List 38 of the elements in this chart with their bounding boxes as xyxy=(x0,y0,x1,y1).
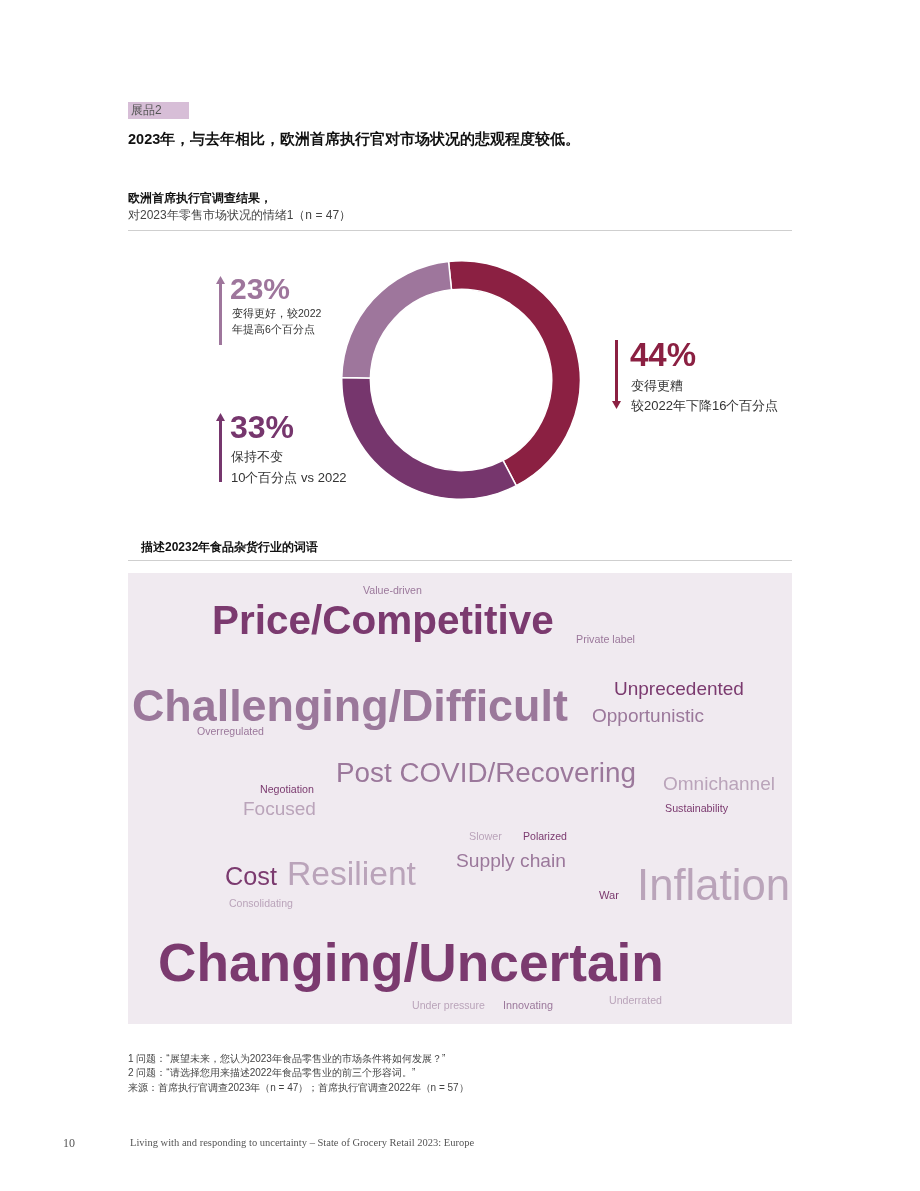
text: Underrated xyxy=(609,994,662,1007)
text: 展品2 xyxy=(128,102,189,119)
text: Inflation xyxy=(637,860,790,910)
text: Supply chain xyxy=(456,849,566,871)
text: Cost xyxy=(225,861,277,890)
text: 10 xyxy=(63,1136,75,1151)
text: Under pressure xyxy=(412,999,485,1012)
text: 2023年，与去年相比，欧洲首席执行官对市场状况的悲观程度较低。 xyxy=(128,130,581,149)
source-note: 来源：首席执行官调查2023年（n = 47）；首席执行官调查2022年（n = 57） xyxy=(128,1081,469,1095)
slice-label: 变得更糟较2022年下降16个百分点 xyxy=(631,377,779,415)
chart-title: 欧洲首席执行官调查结果， xyxy=(128,190,272,207)
data-label: 44% xyxy=(630,336,697,373)
text: Negotiation xyxy=(260,782,314,795)
text: Value-driven xyxy=(363,583,422,596)
text: Innovating xyxy=(503,998,553,1011)
text: Omnichannel xyxy=(663,772,775,794)
text: Private label xyxy=(576,632,635,645)
text: War xyxy=(599,888,619,901)
text: 1 问题：“展望未来，您认为2023年食品零售业的市场条件将如何发展？” xyxy=(128,1052,446,1066)
text: Consolidating xyxy=(229,897,293,910)
chart-subtitle: 对2023年零售市场状况的情绪1（n = 47） xyxy=(128,207,352,224)
text: Slower xyxy=(469,829,502,842)
slice-label: 变得更好，较2022年提高6个百分点 xyxy=(232,306,322,337)
text: Opportunistic xyxy=(592,704,704,726)
text: Price/Competitive xyxy=(212,596,554,643)
text: Focused xyxy=(243,797,316,819)
data-label: 23% xyxy=(230,272,291,305)
text: Living with and responding to uncertainty – State of Grocery Retail 2023: Europe xyxy=(130,1137,475,1148)
slice-label: 保持不变10个百分点 vs 2022 xyxy=(231,448,347,487)
text: 描述20232年食品杂货行业的词语 xyxy=(141,539,319,556)
text: Polarized xyxy=(523,830,567,843)
text: Changing/Uncertain xyxy=(158,932,664,992)
data-label: 33% xyxy=(230,409,295,445)
text: Post COVID/Recovering xyxy=(336,757,636,789)
text: Unprecedented xyxy=(614,677,744,699)
text: Resilient xyxy=(287,854,416,892)
text: 2 问题：“请选择您用来描述2022年食品零售业的前三个形容词。” xyxy=(128,1066,416,1080)
text: Sustainability xyxy=(665,801,728,814)
